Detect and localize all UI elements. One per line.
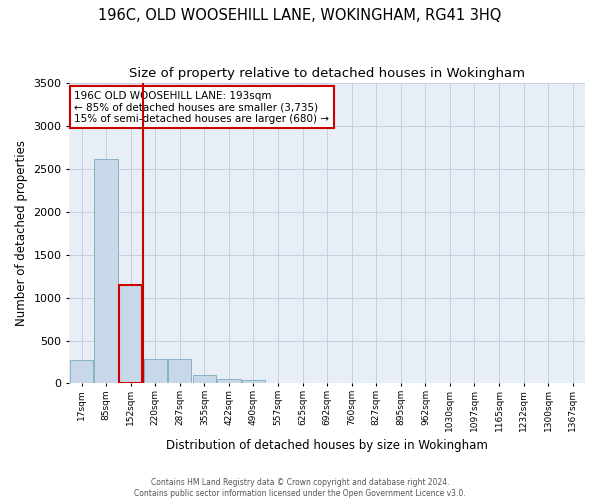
Text: Contains HM Land Registry data © Crown copyright and database right 2024.
Contai: Contains HM Land Registry data © Crown c…	[134, 478, 466, 498]
X-axis label: Distribution of detached houses by size in Wokingham: Distribution of detached houses by size …	[166, 440, 488, 452]
Bar	[119, 285, 142, 384]
Bar	[94, 158, 118, 384]
Bar	[168, 359, 191, 384]
Y-axis label: Number of detached properties: Number of detached properties	[15, 140, 28, 326]
Bar	[143, 359, 167, 384]
Bar	[242, 380, 265, 384]
Title: Size of property relative to detached houses in Wokingham: Size of property relative to detached ho…	[129, 68, 525, 80]
Bar	[193, 376, 216, 384]
Text: 196C OLD WOOSEHILL LANE: 193sqm
← 85% of detached houses are smaller (3,735)
15%: 196C OLD WOOSEHILL LANE: 193sqm ← 85% of…	[74, 90, 329, 124]
Bar	[217, 379, 241, 384]
Text: 196C, OLD WOOSEHILL LANE, WOKINGHAM, RG41 3HQ: 196C, OLD WOOSEHILL LANE, WOKINGHAM, RG4…	[98, 8, 502, 22]
Bar	[70, 360, 93, 384]
